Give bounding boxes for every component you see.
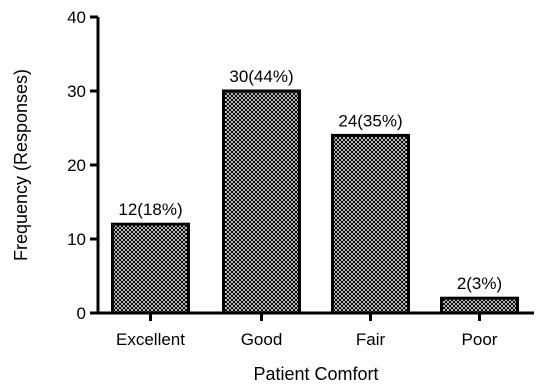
- bar-excellent: [111, 222, 190, 315]
- bar-data-label: 2(3%): [457, 274, 502, 293]
- bar-poor: [440, 296, 519, 315]
- y-axis-title: Frequency (Responses): [11, 69, 31, 261]
- bar-data-label: 30(44%): [229, 67, 293, 86]
- y-tick-label: 20: [67, 156, 86, 175]
- bar-good: [222, 89, 301, 315]
- x-tick-label: Poor: [462, 330, 498, 349]
- y-axis-ticks: 0 10 20 30 40: [67, 8, 98, 323]
- y-tick-label: 40: [67, 8, 86, 27]
- bar-data-label: 12(18%): [118, 200, 182, 219]
- bar-fair: [331, 133, 410, 315]
- x-tick-label: Excellent: [116, 330, 185, 349]
- x-axis-title: Patient Comfort: [253, 364, 378, 384]
- x-tick-label: Good: [241, 330, 283, 349]
- y-tick-label: 30: [67, 82, 86, 101]
- y-tick-label: 0: [77, 304, 86, 323]
- x-axis-ticks: Excellent Good Fair Poor: [116, 313, 498, 349]
- bar-data-labels: 12(18%) 30(44%) 24(35%) 2(3%): [118, 67, 502, 293]
- bar-data-label: 24(35%): [338, 111, 402, 130]
- x-tick-label: Fair: [356, 330, 386, 349]
- y-tick-label: 10: [67, 230, 86, 249]
